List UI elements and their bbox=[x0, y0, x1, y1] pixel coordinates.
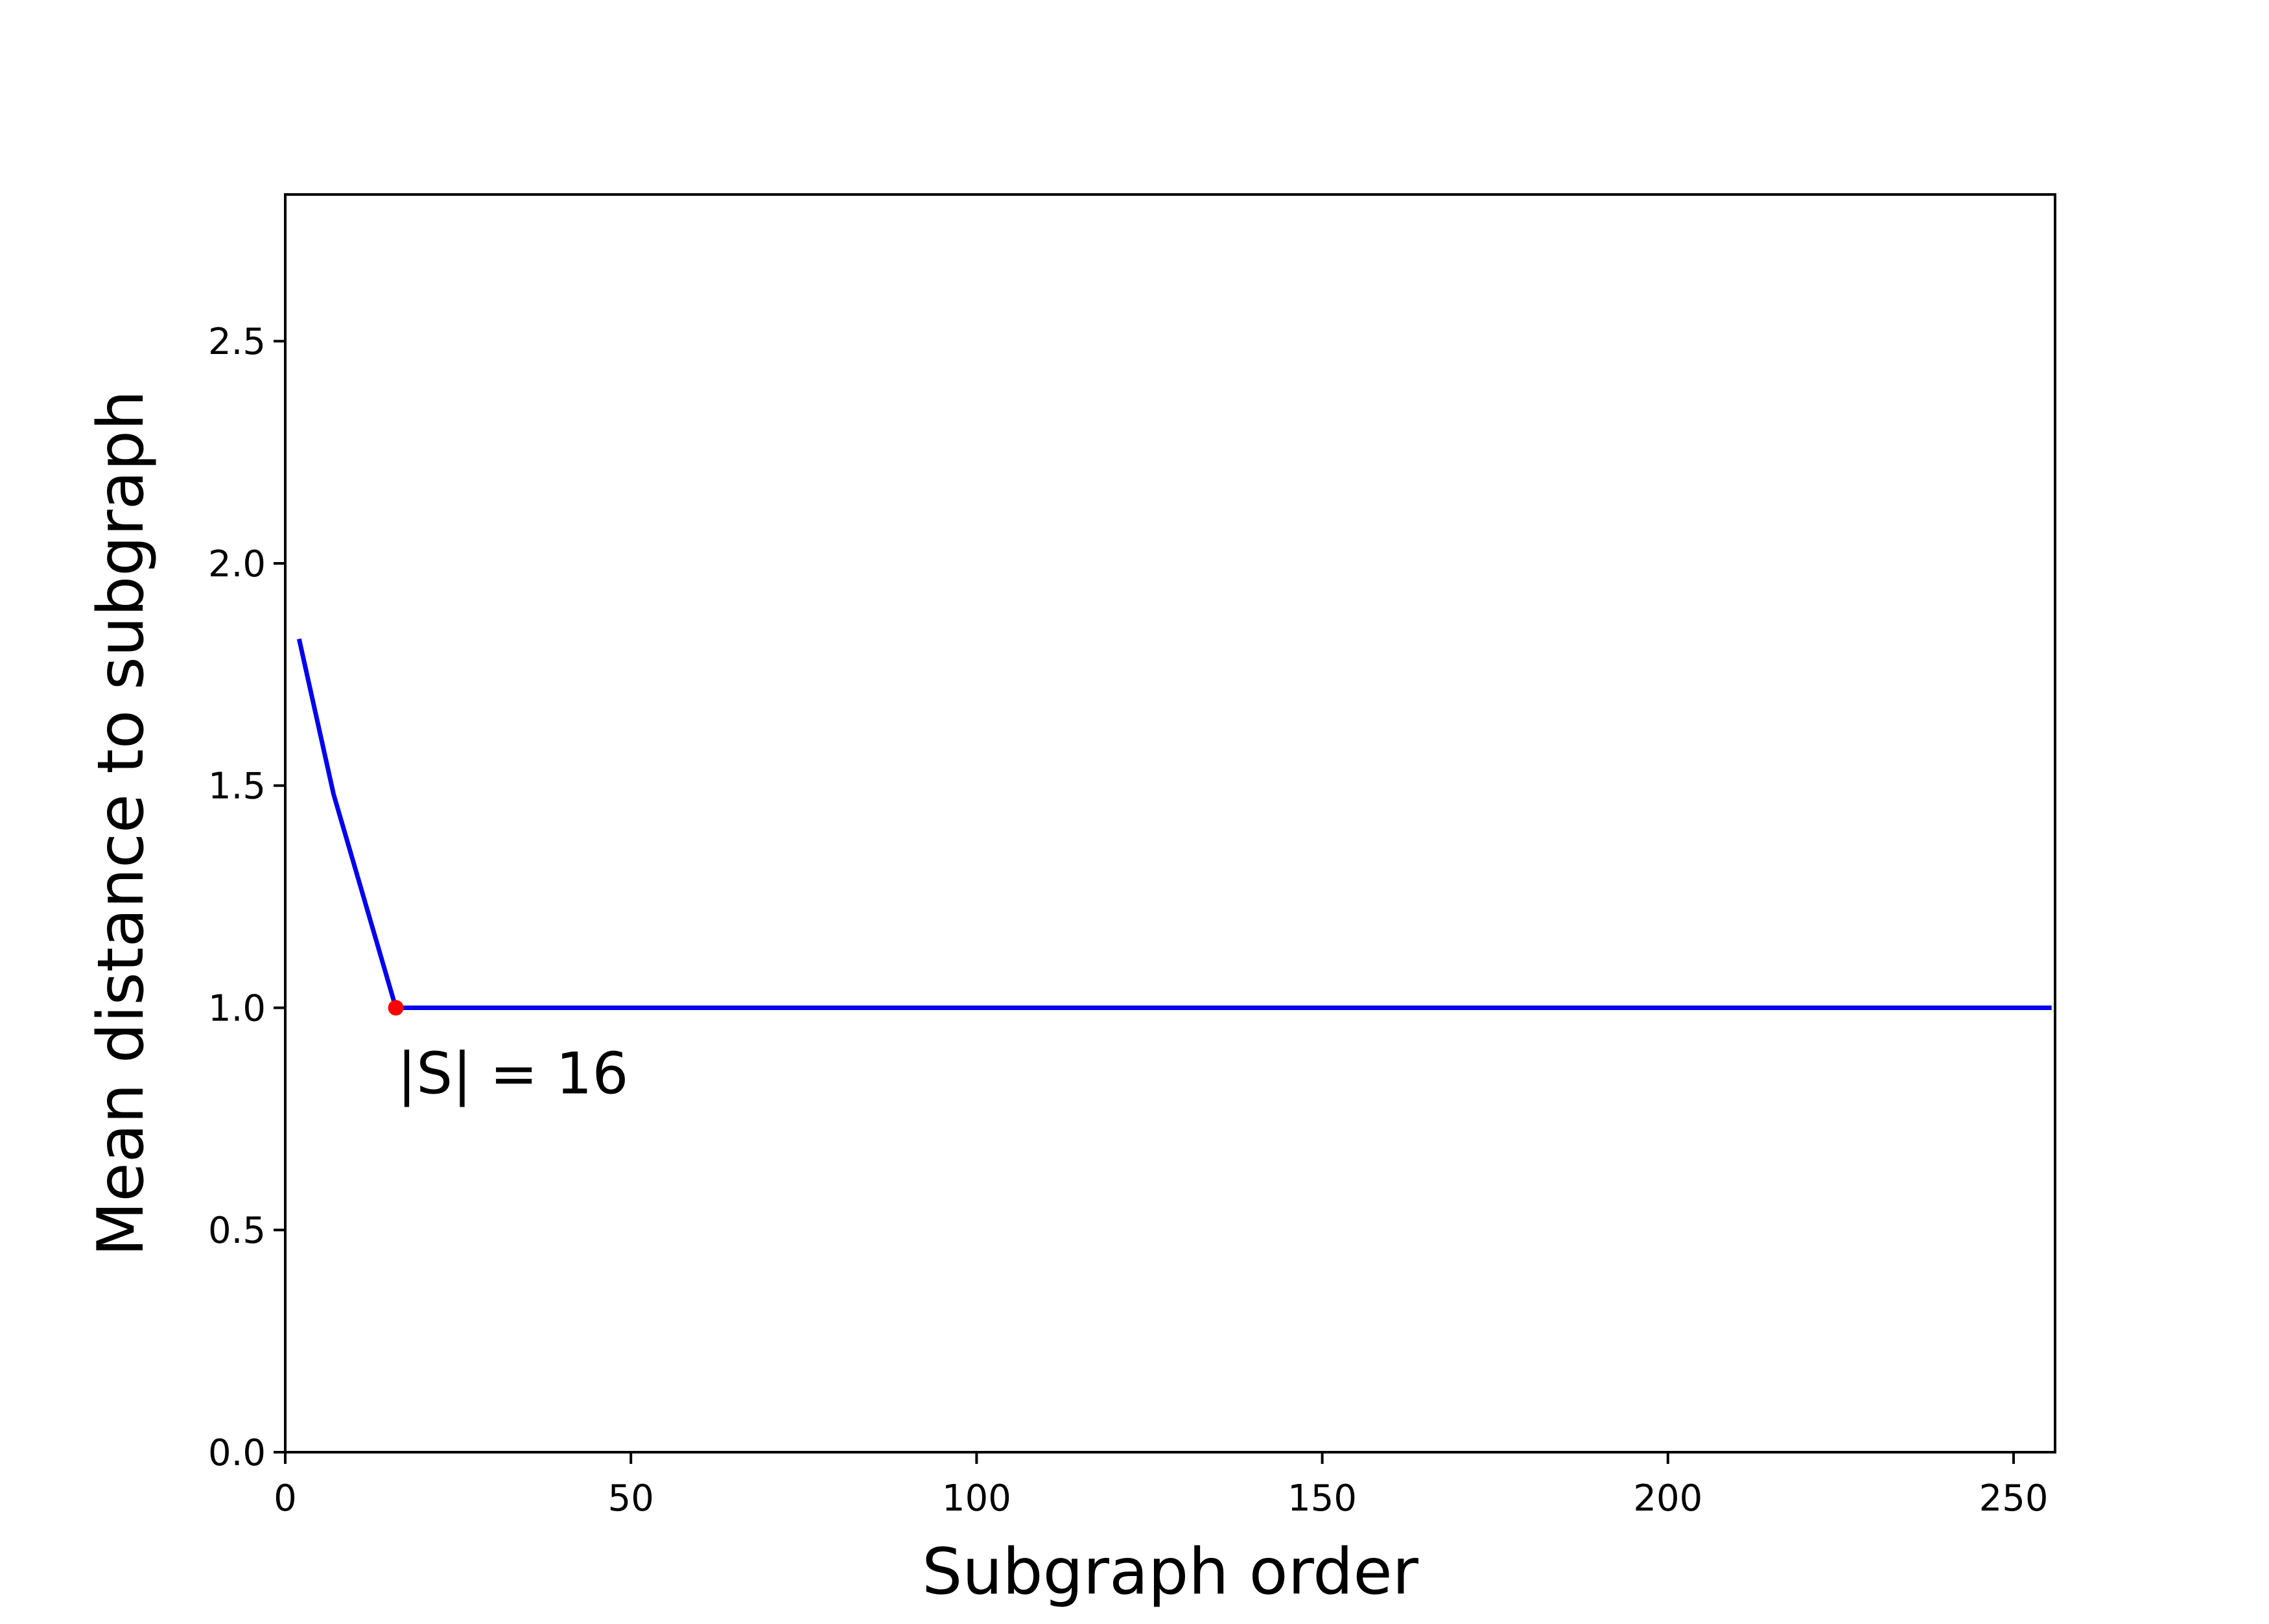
x-tick-label: 100 bbox=[942, 1477, 1011, 1520]
axes-frame bbox=[284, 193, 2056, 1453]
highlight-point bbox=[388, 1000, 404, 1016]
y-tick-label: 2.5 bbox=[208, 321, 266, 363]
y-tick-label: 1.0 bbox=[208, 987, 266, 1030]
x-tick-label: 0 bbox=[274, 1477, 297, 1520]
y-tick-label: 2.0 bbox=[208, 543, 266, 585]
y-axis-label: Mean distance to subgraph bbox=[84, 390, 158, 1256]
x-tick-label: 200 bbox=[1633, 1477, 1702, 1520]
y-tick-label: 1.5 bbox=[208, 766, 266, 808]
x-tick-label: 150 bbox=[1287, 1477, 1357, 1520]
y-tick-label: 0.5 bbox=[208, 1210, 266, 1252]
x-axis-label: Subgraph order bbox=[922, 1535, 1419, 1609]
y-tick-label: 0.0 bbox=[208, 1432, 266, 1474]
series-line-0 bbox=[296, 638, 2052, 1010]
x-tick-label: 250 bbox=[1979, 1477, 2049, 1520]
plot-area bbox=[296, 638, 2052, 1016]
axis-ticks: 0 50 100 150 200 250 0.0 0.5 1.0 1.5 2.0 2.5 bbox=[208, 321, 2049, 1520]
highlight-annotation: |S| = 16 bbox=[397, 1040, 629, 1107]
x-tick-label: 50 bbox=[608, 1477, 654, 1520]
